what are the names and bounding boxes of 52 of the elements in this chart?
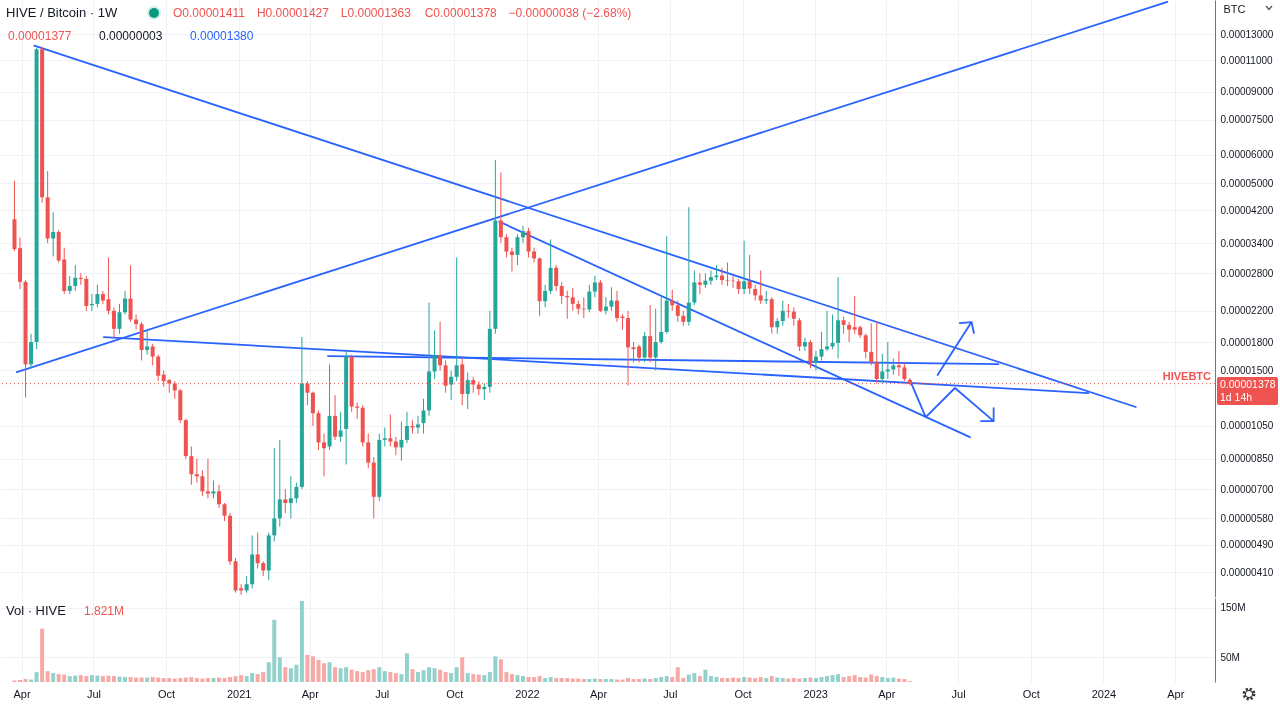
- annotation: 0.00001380: [190, 29, 254, 43]
- annotation: 0.00000003: [99, 29, 163, 43]
- ref-line-label: HIVEBTC: [1162, 369, 1212, 382]
- y-tick-label: 0.00000490: [1220, 539, 1274, 551]
- x-tick-label: Oct: [158, 687, 176, 700]
- x-tick-label: Jul: [951, 687, 966, 700]
- annotation: C0.00001378: [424, 6, 498, 20]
- x-tick-label: Oct: [734, 687, 752, 700]
- y-tick-label: 0.00000850: [1220, 453, 1274, 465]
- annotation: −0.00000038 (−2.68%): [508, 6, 632, 20]
- x-tick-label: 2023: [803, 687, 828, 700]
- x-tick-label: Oct: [1022, 687, 1040, 700]
- x-tick-label: 2021: [226, 687, 252, 700]
- x-tick-label: Jul: [375, 687, 390, 700]
- y-tick-label: 0.00004200: [1220, 204, 1274, 216]
- annotation: 1.821M: [84, 604, 125, 618]
- x-tick-label: Oct: [446, 687, 464, 700]
- x-tick-label: 2024: [1091, 687, 1117, 700]
- annotation: H0.00001427: [256, 6, 330, 20]
- y-tick-label: 0.00007500: [1220, 114, 1274, 126]
- x-tick-label: Apr: [589, 687, 608, 700]
- chart-title: HIVE / Bitcoin · 1W: [6, 5, 118, 20]
- chart-title: Vol · HIVE: [6, 603, 67, 618]
- text: 1d 14h: [1220, 390, 1254, 404]
- y-tick-label: 0.00002200: [1220, 305, 1274, 317]
- y-tick-label: 0.00002800: [1220, 267, 1274, 279]
- x-tick-label: Apr: [301, 687, 320, 700]
- y-tick-label: 0.00011000: [1220, 54, 1274, 66]
- y-tick-label: 0.00000700: [1220, 483, 1274, 495]
- y-tick-label: 0.00005000: [1220, 177, 1274, 189]
- text: 0.00001378: [1220, 377, 1276, 391]
- y-tick-label: 0.00006000: [1220, 149, 1274, 161]
- x-tick-label: Apr: [13, 687, 31, 700]
- x-tick-label: Apr: [878, 687, 896, 700]
- y-tick-label: 150M: [1220, 602, 1246, 614]
- y-tick-label: 0.00009000: [1220, 86, 1274, 98]
- x-tick-label: Apr: [1167, 687, 1185, 700]
- y-tick-label: 0.00000580: [1220, 512, 1274, 524]
- y-tick-label: 50M: [1220, 651, 1240, 663]
- y-tick-label: 0.00003400: [1220, 237, 1274, 249]
- x-tick-label: 2022: [515, 687, 540, 700]
- y-axis-title: BTC: [1223, 2, 1246, 15]
- y-tick-label: 0.00001800: [1220, 336, 1274, 348]
- y-tick-label: 0.00000410: [1220, 566, 1274, 578]
- annotation: 0.00001377: [8, 29, 72, 43]
- x-tick-label: Jul: [663, 687, 678, 700]
- annotation: L0.00001363: [340, 6, 412, 20]
- annotation: O0.00001411: [173, 6, 246, 20]
- y-tick-label: 0.00001500: [1220, 364, 1274, 376]
- y-tick-label: 0.00001050: [1220, 420, 1274, 432]
- x-tick-label: Jul: [86, 687, 101, 700]
- y-tick-label: 0.00013000: [1220, 28, 1274, 40]
